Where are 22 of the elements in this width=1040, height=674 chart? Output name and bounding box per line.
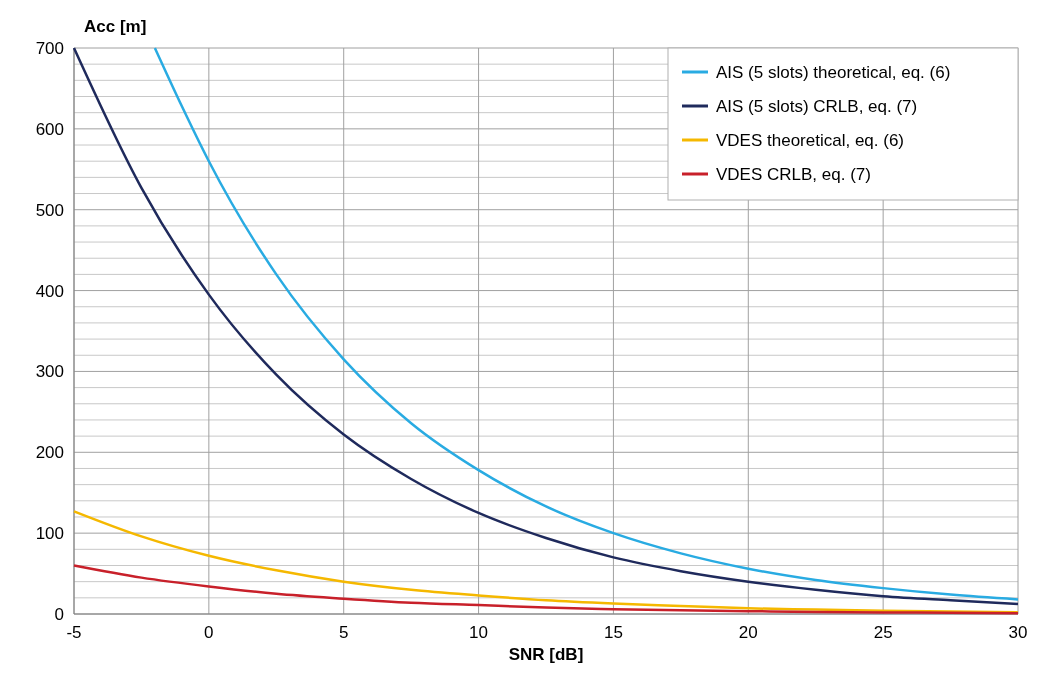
x-tick-label: 30 — [1008, 623, 1028, 642]
x-tick-label: 15 — [603, 623, 623, 642]
y-tick-label: 200 — [35, 443, 64, 463]
y-tick-label: 0 — [54, 604, 64, 624]
legend-label: VDES theoretical, eq. (6) — [716, 130, 905, 150]
x-tick-label: 5 — [338, 623, 349, 642]
x-tick-label: -5 — [66, 623, 82, 642]
x-tick-label: 25 — [873, 623, 893, 642]
legend-label: VDES CRLB, eq. (7) — [716, 164, 871, 184]
y-tick-label: 400 — [35, 281, 64, 301]
legend-label: AIS (5 slots) CRLB, eq. (7) — [716, 96, 918, 116]
x-tick-label: 10 — [469, 623, 489, 642]
x-axis-title: SNR [dB] — [508, 645, 584, 664]
x-tick-label: 20 — [738, 623, 758, 642]
y-tick-label: 700 — [35, 38, 64, 58]
y-tick-label: 500 — [35, 200, 64, 220]
y-tick-label: 100 — [35, 524, 64, 544]
y-axis-title: Acc [m] — [84, 17, 147, 36]
x-tick-label: 0 — [204, 623, 214, 642]
y-tick-label: 300 — [35, 362, 64, 382]
y-tick-label: 600 — [35, 119, 64, 139]
legend-label: AIS (5 slots) theoretical, eq. (6) — [716, 62, 951, 82]
